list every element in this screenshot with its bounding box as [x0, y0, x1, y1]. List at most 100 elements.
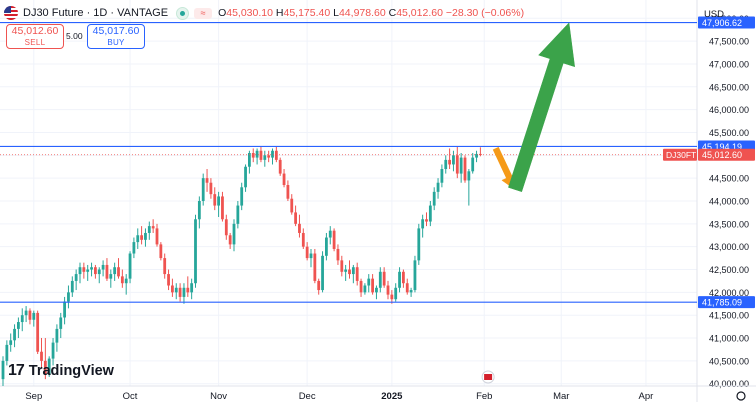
economic-event-flag	[484, 374, 493, 380]
candle	[382, 267, 386, 288]
candle	[5, 340, 9, 366]
candle	[290, 194, 294, 215]
candle	[455, 146, 459, 179]
candle-body	[17, 322, 20, 329]
candle-body	[371, 278, 374, 293]
candle	[90, 262, 93, 277]
candle	[282, 169, 286, 188]
candle	[82, 262, 86, 279]
candle	[271, 148, 274, 165]
candle-body	[448, 159, 451, 165]
candle	[63, 296, 66, 325]
candle-body	[51, 342, 55, 359]
candle	[40, 338, 43, 368]
candle-body	[13, 328, 16, 341]
candle	[171, 278, 174, 297]
candle-body	[128, 253, 132, 279]
candle-body	[248, 153, 251, 167]
candle	[340, 255, 344, 277]
y-tick-label: 47,500.00	[709, 37, 749, 47]
candle-body	[274, 150, 278, 160]
candle	[144, 228, 147, 247]
candle	[398, 267, 401, 293]
candle-body	[271, 150, 274, 158]
y-tick-label: 47,000.00	[709, 59, 749, 69]
candle	[201, 173, 205, 206]
buy-price: 45,017.60	[92, 25, 140, 37]
candle	[94, 264, 97, 279]
candle-body	[452, 155, 455, 165]
market-open-icon	[176, 6, 190, 20]
candle-body	[182, 287, 186, 297]
candle-body	[436, 182, 440, 192]
candle	[32, 310, 36, 327]
symbol-title[interactable]: DJ30 Future · 1D · VANTAGE	[23, 7, 169, 19]
candle	[355, 262, 359, 286]
candle-body	[213, 194, 217, 206]
candle	[255, 148, 259, 165]
sell-price: 45,012.60	[11, 25, 59, 37]
candle	[101, 260, 105, 277]
us-flag-icon	[4, 6, 18, 20]
candle	[267, 150, 271, 163]
candle-body	[367, 278, 371, 286]
y-tick-label: 41,000.00	[709, 334, 749, 344]
last-price-label: 45,012.60	[702, 150, 742, 160]
candle-body	[147, 226, 151, 233]
buy-button[interactable]: 45,017.60 BUY	[87, 24, 145, 49]
candle	[325, 232, 328, 261]
candle	[124, 274, 128, 295]
candle	[363, 283, 367, 295]
sell-label: SELL	[24, 38, 46, 47]
candle	[274, 146, 278, 163]
candle	[244, 164, 247, 192]
candle	[174, 283, 178, 300]
candle	[448, 148, 451, 170]
candle	[186, 276, 190, 297]
candle-body	[105, 264, 109, 279]
candle	[286, 180, 290, 201]
candle	[432, 187, 436, 211]
y-tick-label: 46,500.00	[709, 82, 749, 92]
currency-label[interactable]: USD	[703, 9, 724, 20]
candle	[120, 269, 124, 288]
candle-body	[325, 237, 328, 256]
candle-body	[378, 271, 382, 288]
tradingview-mark-icon: 17	[8, 362, 25, 379]
candle-body	[313, 253, 317, 281]
x-tick-label: Apr	[639, 391, 654, 402]
candle-body	[432, 191, 436, 206]
candle	[294, 205, 297, 227]
candle-body	[136, 235, 140, 243]
candle	[313, 248, 317, 284]
candle-body	[467, 171, 471, 181]
candle	[301, 228, 305, 249]
candle-body	[124, 278, 128, 284]
x-tick-label: Sep	[25, 391, 42, 402]
candle-body	[159, 244, 163, 259]
sell-button[interactable]: 45,012.60 SELL	[6, 24, 64, 49]
candle-body	[117, 267, 120, 277]
candle-body	[359, 280, 363, 293]
y-tick-label: 42,000.00	[709, 288, 749, 298]
candle-body	[178, 287, 182, 297]
settings-gear-icon	[736, 391, 746, 401]
candle-body	[186, 287, 190, 293]
candle	[178, 283, 182, 302]
candle	[221, 191, 224, 222]
ohlc-values: O45,030.10 H45,175.40 L44,978.60 C45,012…	[218, 7, 525, 19]
candle	[140, 226, 143, 245]
candle-body	[263, 155, 267, 160]
candle-body	[363, 285, 367, 293]
candle	[17, 317, 20, 339]
candle-body	[317, 280, 321, 291]
candle-body	[144, 232, 147, 240]
candle-body	[32, 312, 36, 320]
candle	[105, 258, 109, 281]
candle	[375, 285, 378, 300]
candle	[136, 228, 140, 249]
x-tick-label: Dec	[299, 391, 316, 402]
candle-body	[236, 205, 240, 224]
candle	[317, 278, 321, 295]
